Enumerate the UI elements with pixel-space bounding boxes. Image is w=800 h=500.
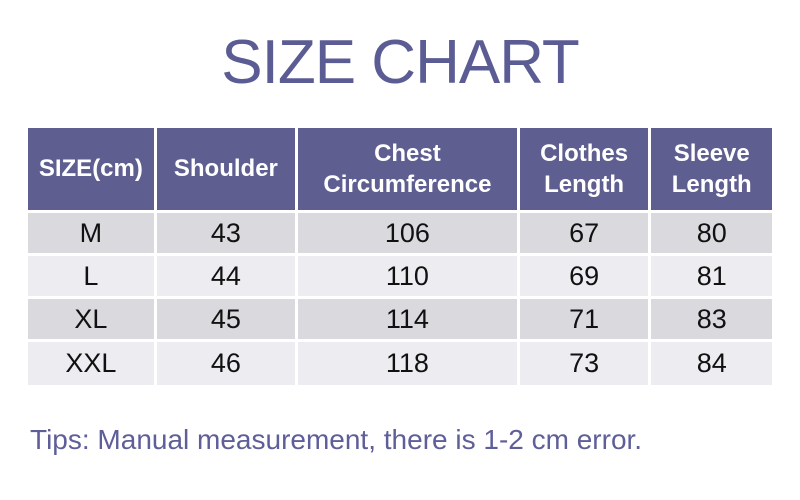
column-header-chest-circumference: Chest Circumference [298, 128, 520, 213]
chest-circumference-cell: 110 [298, 256, 520, 299]
column-header-sleeve-length: Sleeve Length [651, 128, 772, 213]
shoulder-cell: 44 [156, 256, 299, 299]
chest-circumference-cell: 106 [298, 213, 520, 256]
sleeve-length-cell: 84 [651, 342, 772, 385]
tip-text: Tips: Manual measurement, there is 1-2 c… [30, 424, 643, 455]
size-cell: XL [28, 299, 157, 342]
table-row-l: L 44 110 69 81 [28, 256, 772, 299]
clothes-length-cell: 73 [519, 342, 652, 385]
size-cell: XXL [28, 342, 157, 385]
table-row-xxl: XXL 46 118 73 84 [28, 342, 772, 385]
clothes-length-cell: 69 [519, 256, 652, 299]
sleeve-length-cell: 83 [651, 299, 772, 342]
sleeve-length-cell: 80 [651, 213, 772, 256]
size-cell: L [28, 256, 157, 299]
sleeve-length-cell: 81 [651, 256, 772, 299]
size-chart-table: SIZE(cm) Shoulder Chest Circumference Cl… [28, 128, 772, 385]
shoulder-cell: 46 [156, 342, 299, 385]
clothes-length-cell: 67 [519, 213, 652, 256]
table-row-m: M 43 106 67 80 [28, 213, 772, 256]
header-row: SIZE(cm) Shoulder Chest Circumference Cl… [28, 128, 772, 213]
column-header-clothes-length: Clothes Length [519, 128, 652, 213]
table-row-xl: XL 45 114 71 83 [28, 299, 772, 342]
page-title: SIZE CHART [221, 28, 579, 97]
column-header-shoulder: Shoulder [156, 128, 299, 213]
clothes-length-cell: 71 [519, 299, 652, 342]
shoulder-cell: 43 [156, 213, 299, 256]
chest-circumference-cell: 114 [298, 299, 520, 342]
chest-circumference-cell: 118 [298, 342, 520, 385]
column-header-size: SIZE(cm) [28, 128, 157, 213]
shoulder-cell: 45 [156, 299, 299, 342]
size-cell: M [28, 213, 157, 256]
